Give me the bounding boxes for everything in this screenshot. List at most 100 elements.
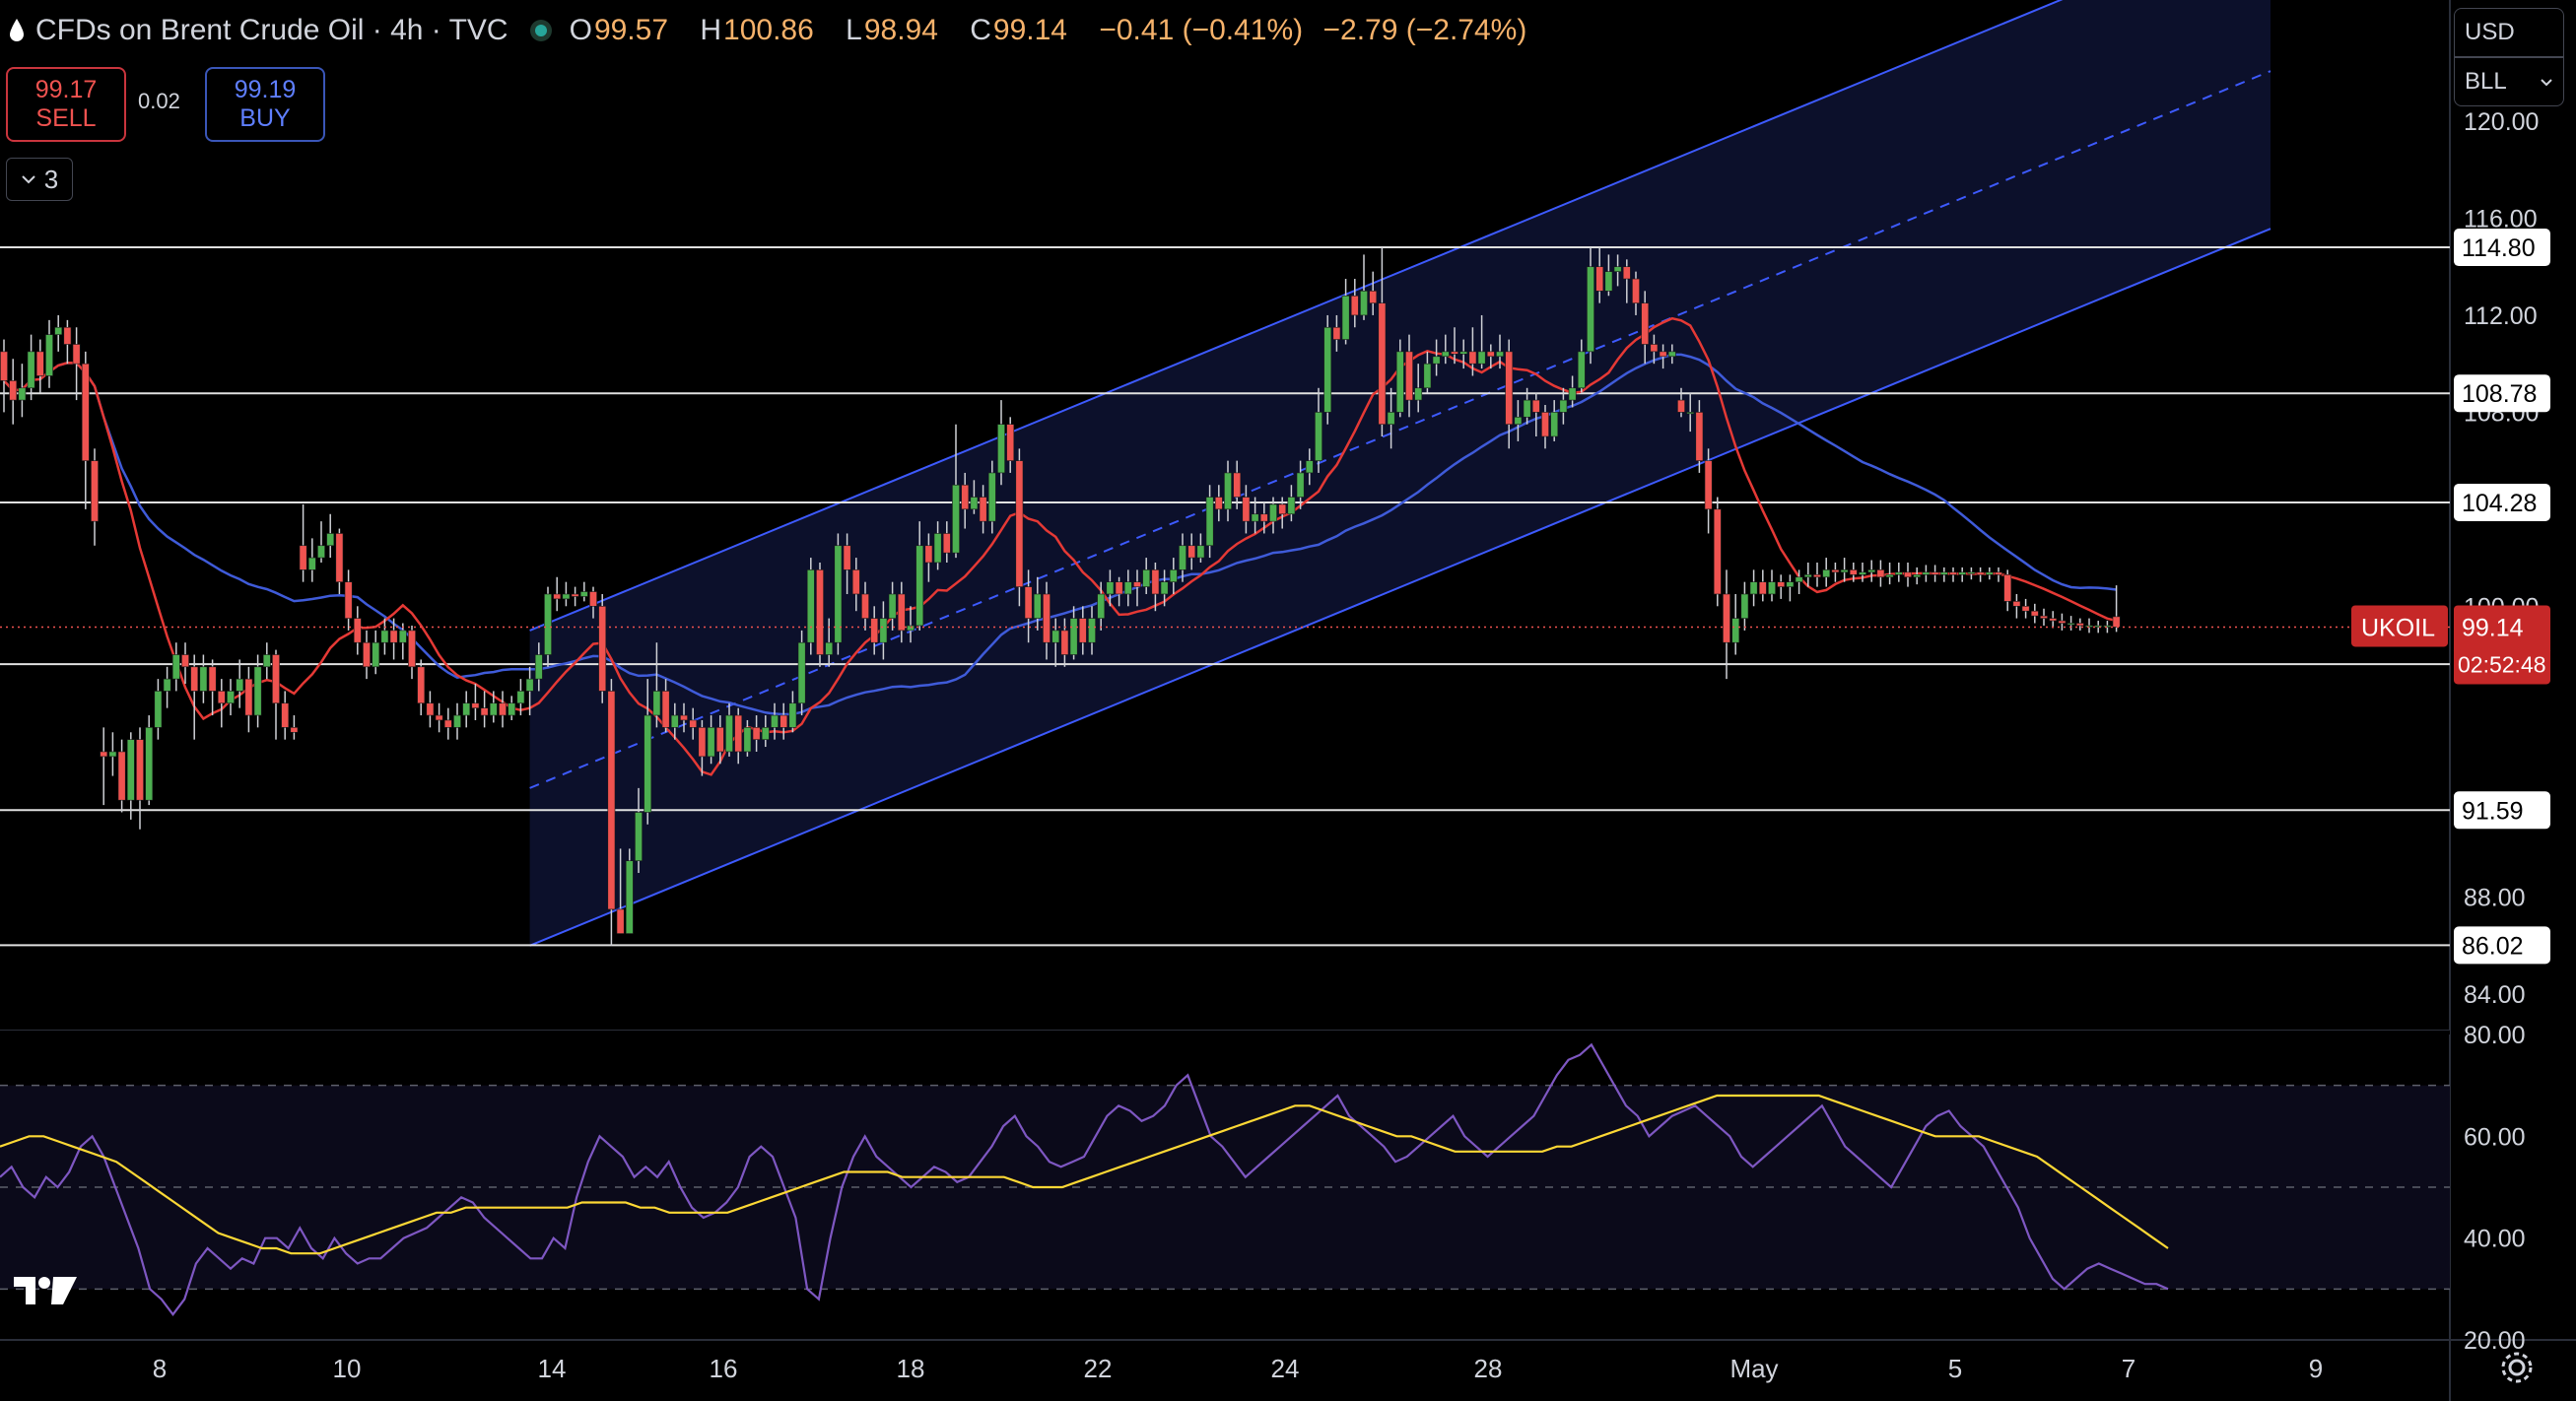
candle-body xyxy=(725,714,733,753)
gear-icon[interactable] xyxy=(2499,1350,2535,1385)
candle-body xyxy=(1632,278,1640,303)
candle-body xyxy=(652,691,661,716)
candle xyxy=(2112,585,2121,633)
candle xyxy=(1287,485,1296,522)
candle xyxy=(236,659,244,708)
candle xyxy=(1043,581,1051,660)
candle-body xyxy=(199,666,208,692)
candle xyxy=(1179,533,1186,582)
candle xyxy=(698,719,707,776)
candle-body xyxy=(1423,363,1432,389)
close-label: C xyxy=(970,14,991,46)
candle-body xyxy=(661,691,670,728)
candle xyxy=(1967,567,1976,580)
candle xyxy=(181,642,189,685)
candle-body xyxy=(1224,472,1232,510)
candle-body xyxy=(2075,623,2084,627)
candle-body xyxy=(208,666,217,692)
candle-body xyxy=(35,351,44,376)
candle-body xyxy=(616,908,625,934)
candle xyxy=(1441,334,1450,365)
time-tick-label: 22 xyxy=(1084,1354,1113,1383)
candle xyxy=(1822,558,1831,587)
candle-body xyxy=(398,630,407,643)
candle xyxy=(1749,569,1758,607)
candle xyxy=(253,654,262,728)
sell-button[interactable]: 99.17 SELL xyxy=(6,67,126,142)
candle xyxy=(670,702,679,740)
sell-price: 99.17 xyxy=(34,76,98,103)
buy-label: BUY xyxy=(239,104,291,132)
level-label-box xyxy=(2454,229,2550,267)
candle xyxy=(806,558,815,655)
candle xyxy=(389,618,398,660)
candle-body xyxy=(244,678,253,716)
candle xyxy=(1332,314,1341,352)
candle-body xyxy=(1939,571,1948,575)
candle xyxy=(987,460,996,534)
symbol-tag-box xyxy=(2351,605,2448,647)
candle xyxy=(1577,339,1586,393)
candle-body xyxy=(1179,545,1186,570)
market-status-icon xyxy=(529,20,552,41)
candle xyxy=(1405,334,1413,418)
candle-body xyxy=(1677,399,1685,413)
candle-body xyxy=(2040,615,2048,619)
candle-body xyxy=(952,484,960,554)
candle xyxy=(1069,606,1078,660)
candle xyxy=(607,679,616,946)
candle xyxy=(2003,569,2012,612)
candle xyxy=(1650,334,1659,365)
candle-body xyxy=(1976,571,1985,575)
candle xyxy=(1151,562,1160,612)
candle xyxy=(933,521,942,570)
candle xyxy=(725,702,733,757)
candle xyxy=(788,691,797,733)
candle-body xyxy=(489,702,498,716)
candle xyxy=(1531,392,1540,437)
candle-body xyxy=(1967,571,1976,574)
time-tick-label: 18 xyxy=(897,1354,925,1383)
candle xyxy=(1278,497,1287,529)
candle-body xyxy=(27,351,35,389)
candle xyxy=(897,581,906,643)
time-tick-label: 5 xyxy=(1948,1354,1962,1383)
candle xyxy=(961,472,970,529)
candle xyxy=(1115,576,1123,607)
candle xyxy=(1686,392,1695,433)
currency-select[interactable]: USD xyxy=(2454,8,2564,57)
candle xyxy=(1622,259,1631,303)
symbol-title[interactable]: CFDs on Brent Crude Oil · 4h · TVC xyxy=(35,14,508,46)
candle xyxy=(380,618,389,655)
candle xyxy=(81,351,90,509)
candle xyxy=(2075,618,2084,631)
candle xyxy=(1142,558,1151,594)
candle-body xyxy=(1332,326,1341,340)
candle-body xyxy=(1958,571,1967,575)
candle-body xyxy=(154,691,163,728)
candle xyxy=(1587,247,1594,365)
candle xyxy=(1378,247,1387,437)
candle-body xyxy=(1740,593,1749,619)
candle xyxy=(91,448,99,546)
indicators-toggle-button[interactable]: 3 xyxy=(6,158,73,201)
rsi-tick-label: 40.00 xyxy=(2464,1226,2526,1253)
candle xyxy=(589,586,597,619)
candle-body xyxy=(1876,569,1885,578)
candle-body xyxy=(171,654,180,680)
candle-body xyxy=(408,630,416,668)
candle xyxy=(1976,567,1985,582)
unit-select[interactable]: BLL xyxy=(2454,57,2564,106)
candle-body xyxy=(1387,412,1395,426)
candle-body xyxy=(851,569,860,595)
candle-body xyxy=(190,666,199,692)
candle xyxy=(100,727,108,806)
candle-body xyxy=(1531,399,1540,413)
candle xyxy=(163,666,171,708)
candle xyxy=(771,702,779,740)
buy-button[interactable]: 99.19 BUY xyxy=(205,67,325,142)
candle xyxy=(227,679,235,716)
candle-body xyxy=(1459,351,1468,355)
candle xyxy=(199,654,208,703)
candle xyxy=(851,558,860,612)
